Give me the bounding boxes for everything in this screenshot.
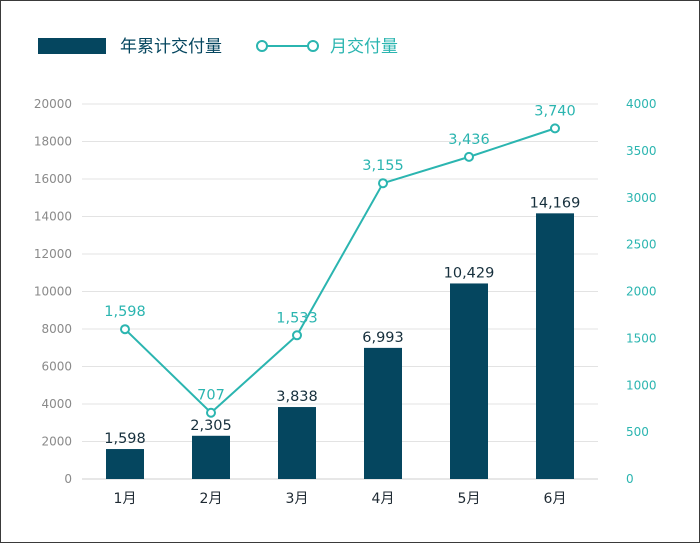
line-data-label: 1,533	[276, 310, 318, 326]
bar-data-label: 14,169	[530, 195, 581, 211]
bar-data-label: 1,598	[104, 431, 146, 447]
bar	[536, 213, 574, 480]
category-label: 6月	[544, 491, 567, 507]
line-data-label: 3,436	[448, 132, 490, 148]
bar-data-label: 10,429	[444, 265, 495, 281]
left-tick-label: 20000	[34, 97, 72, 111]
bar-series: 1,598 2,305 3,838 6,993 10,429 14,169	[104, 195, 581, 480]
right-tick-label: 3000	[626, 191, 657, 205]
line-data-label: 3,740	[534, 103, 576, 119]
left-tick-label: 16000	[34, 172, 72, 186]
bar	[450, 283, 488, 479]
legend-bar-swatch	[38, 38, 106, 54]
left-tick-label: 12000	[34, 247, 72, 261]
line-point	[206, 407, 216, 418]
left-tick-label: 10000	[34, 285, 72, 299]
left-tick-label: 14000	[34, 210, 72, 224]
right-tick-label: 0	[626, 472, 634, 486]
category-label: 3月	[286, 491, 309, 507]
bar-data-label: 3,838	[276, 389, 318, 405]
left-tick-label: 4000	[41, 397, 72, 411]
left-tick-label: 18000	[34, 135, 72, 149]
line-series: 1,598 707 1,533 3,155 3,436 3,740	[104, 103, 576, 418]
line-point	[464, 151, 474, 162]
left-tick-label: 6000	[41, 360, 72, 374]
legend-bar-label: 年累计交付量	[120, 37, 222, 57]
left-tick-label: 0	[64, 472, 72, 486]
bar	[106, 449, 144, 479]
category-label: 4月	[372, 491, 395, 507]
legend-line-marker	[307, 40, 319, 52]
right-tick-label: 1000	[626, 378, 657, 392]
right-tick-label: 3500	[626, 144, 657, 158]
right-tick-label: 2500	[626, 238, 657, 252]
right-tick-label: 2000	[626, 285, 657, 299]
line-point	[378, 178, 388, 189]
bar	[364, 347, 402, 479]
bar	[278, 407, 316, 479]
right-tick-label: 1500	[626, 331, 657, 345]
line-data-label: 1,598	[104, 304, 146, 320]
category-axis: 1月 2月 3月 4月 5月 6月	[114, 491, 567, 507]
right-tick-label: 500	[626, 425, 649, 439]
legend-line-label: 月交付量	[330, 37, 398, 57]
category-label: 2月	[200, 491, 223, 507]
legend-line-marker	[256, 40, 268, 52]
line-data-label: 707	[197, 388, 225, 404]
left-axis: 0 2000 4000 6000 8000 10000 12000 14000 16000 180…	[34, 97, 72, 486]
line-data-label: 3,155	[362, 158, 404, 174]
category-label: 5月	[458, 491, 481, 507]
left-tick-label: 8000	[41, 322, 72, 336]
series-line	[124, 127, 556, 415]
line-point	[292, 330, 302, 341]
bar-data-label: 2,305	[190, 418, 232, 434]
line-point	[120, 324, 130, 335]
gridlines	[82, 103, 598, 480]
bar	[192, 435, 230, 479]
bar-data-label: 6,993	[362, 330, 404, 346]
left-tick-label: 2000	[41, 435, 72, 449]
right-tick-label: 4000	[626, 97, 657, 111]
line-point	[550, 123, 560, 134]
category-label: 1月	[114, 491, 137, 507]
right-axis: 0 500 1000 1500 2000 2500 3000 3500 4000	[626, 97, 657, 486]
legend: 年累计交付量 月交付量	[38, 37, 398, 57]
